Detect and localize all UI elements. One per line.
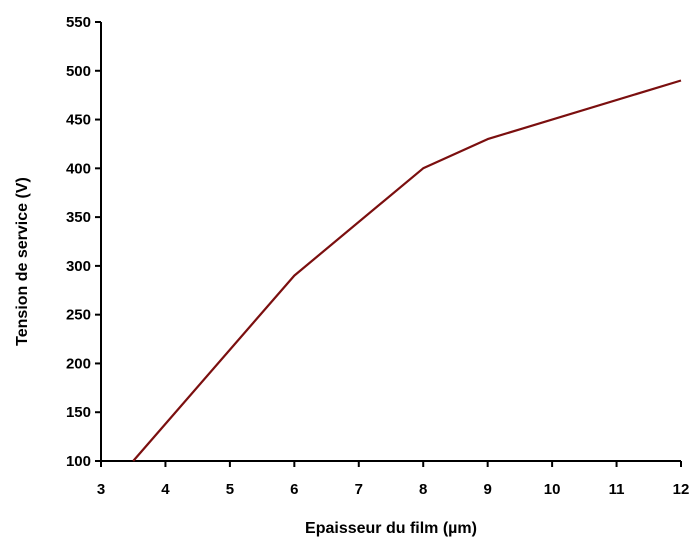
y-tick-label: 350 (66, 209, 91, 226)
x-axis-ticks: 3 4 5 6 7 8 9 10 11 12 (97, 461, 690, 498)
y-tick-label: 500 (66, 63, 91, 80)
y-tick-label: 150 (66, 404, 91, 421)
x-tick-label: 6 (290, 481, 298, 498)
y-tick-label: 100 (66, 453, 91, 470)
y-tick-label: 200 (66, 355, 91, 372)
y-tick-label: 450 (66, 112, 91, 129)
x-tick-label: 11 (609, 481, 625, 498)
y-tick-label: 550 (66, 14, 91, 31)
x-tick-label: 9 (483, 481, 491, 498)
series-line (132, 79, 682, 462)
x-tick-label: 4 (161, 481, 170, 498)
x-tick-label: 8 (419, 481, 427, 498)
x-tick-label: 7 (355, 481, 363, 498)
x-tick-label: 12 (673, 481, 690, 498)
x-axis-title: Epaisseur du film (µm) (305, 520, 477, 537)
y-axis-title: Tension de service (V) (14, 177, 31, 346)
y-tick-label: 250 (66, 307, 91, 324)
y-tick-label: 400 (66, 160, 91, 177)
x-tick-label: 3 (97, 481, 105, 498)
y-tick-label: 300 (66, 258, 91, 275)
plot-area: 100 150 200 250 300 350 400 450 500 550 3 4 5 6 7 8 9 10… (66, 14, 689, 498)
series-layer (132, 79, 682, 462)
y-axis-ticks: 100 150 200 250 300 350 400 450 500 550 (66, 14, 101, 470)
x-tick-label: 10 (544, 481, 561, 498)
x-tick-label: 5 (226, 481, 234, 498)
